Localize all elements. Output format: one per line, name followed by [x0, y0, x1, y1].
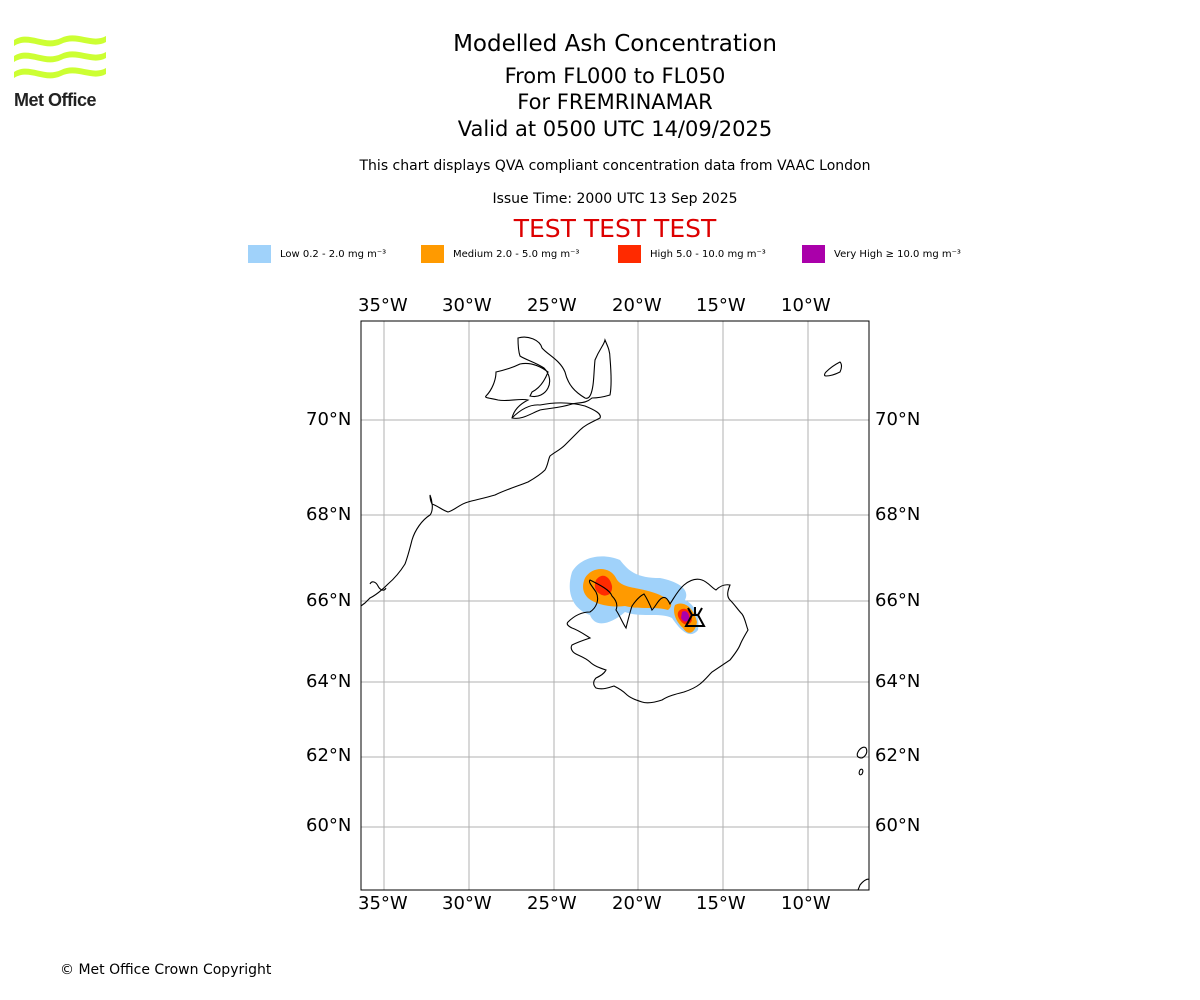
- legend-item-low: Low 0.2 - 2.0 mg m⁻³: [248, 244, 386, 264]
- lat-label-left: 60°N: [306, 815, 352, 836]
- lon-label-top: 30°W: [442, 295, 492, 316]
- lat-label-right: 64°N: [875, 671, 921, 692]
- test-banner: TEST TEST TEST: [513, 214, 717, 243]
- lon-label-top: 35°W: [358, 295, 408, 316]
- valid-time: Valid at 0500 UTC 14/09/2025: [457, 117, 773, 141]
- lon-label-top: 15°W: [696, 295, 746, 316]
- volcano-name: For FREMRINAMAR: [517, 90, 713, 114]
- legend-swatch-very-high: [802, 245, 825, 263]
- legend-swatch-low: [248, 245, 271, 263]
- met-office-wave-icon: [14, 35, 106, 79]
- ash-very-high-area: [681, 611, 690, 622]
- map-frame: [360, 320, 870, 891]
- legend-swatch-high: [618, 245, 641, 263]
- lat-label-right: 68°N: [875, 504, 921, 525]
- lat-label-right: 66°N: [875, 590, 921, 611]
- legend-item-high: High 5.0 - 10.0 mg m⁻³: [618, 244, 766, 264]
- legend-label-medium: Medium 2.0 - 5.0 mg m⁻³: [453, 248, 580, 260]
- legend-label-very-high: Very High ≥ 10.0 mg m⁻³: [834, 248, 961, 260]
- lon-label-top: 25°W: [527, 295, 577, 316]
- legend-item-medium: Medium 2.0 - 5.0 mg m⁻³: [421, 244, 579, 264]
- met-office-logo: Met Office: [14, 30, 109, 112]
- lat-label-left: 62°N: [306, 745, 352, 766]
- lon-label-top: 20°W: [612, 295, 662, 316]
- copyright: © Met Office Crown Copyright: [60, 962, 272, 978]
- lat-label-right: 62°N: [875, 745, 921, 766]
- lat-label-left: 70°N: [306, 409, 352, 430]
- lon-label-bottom: 10°W: [781, 893, 831, 914]
- legend-label-high: High 5.0 - 10.0 mg m⁻³: [650, 248, 766, 260]
- source-note: This chart displays QVA compliant concen…: [359, 158, 871, 174]
- volcano-icon: [684, 607, 706, 627]
- lat-label-left: 66°N: [306, 590, 352, 611]
- lon-label-bottom: 15°W: [696, 893, 746, 914]
- legend-item-very-high: Very High ≥ 10.0 mg m⁻³: [802, 244, 961, 264]
- lon-label-bottom: 35°W: [358, 893, 408, 914]
- lon-label-bottom: 20°W: [612, 893, 662, 914]
- lat-label-right: 70°N: [875, 409, 921, 430]
- lon-label-top: 10°W: [781, 295, 831, 316]
- coastlines: [361, 336, 869, 890]
- legend-label-low: Low 0.2 - 2.0 mg m⁻³: [280, 248, 387, 260]
- lon-label-bottom: 30°W: [442, 893, 492, 914]
- flight-levels: From FL000 to FL050: [504, 64, 726, 88]
- lat-label-right: 60°N: [875, 815, 921, 836]
- chart-title: Modelled Ash Concentration: [453, 31, 777, 57]
- lon-label-bottom: 25°W: [527, 893, 577, 914]
- logo-text: Met Office: [14, 90, 97, 110]
- legend-swatch-medium: [421, 245, 444, 263]
- lat-label-left: 64°N: [306, 671, 352, 692]
- lat-label-left: 68°N: [306, 504, 352, 525]
- issue-time: Issue Time: 2000 UTC 13 Sep 2025: [492, 191, 738, 207]
